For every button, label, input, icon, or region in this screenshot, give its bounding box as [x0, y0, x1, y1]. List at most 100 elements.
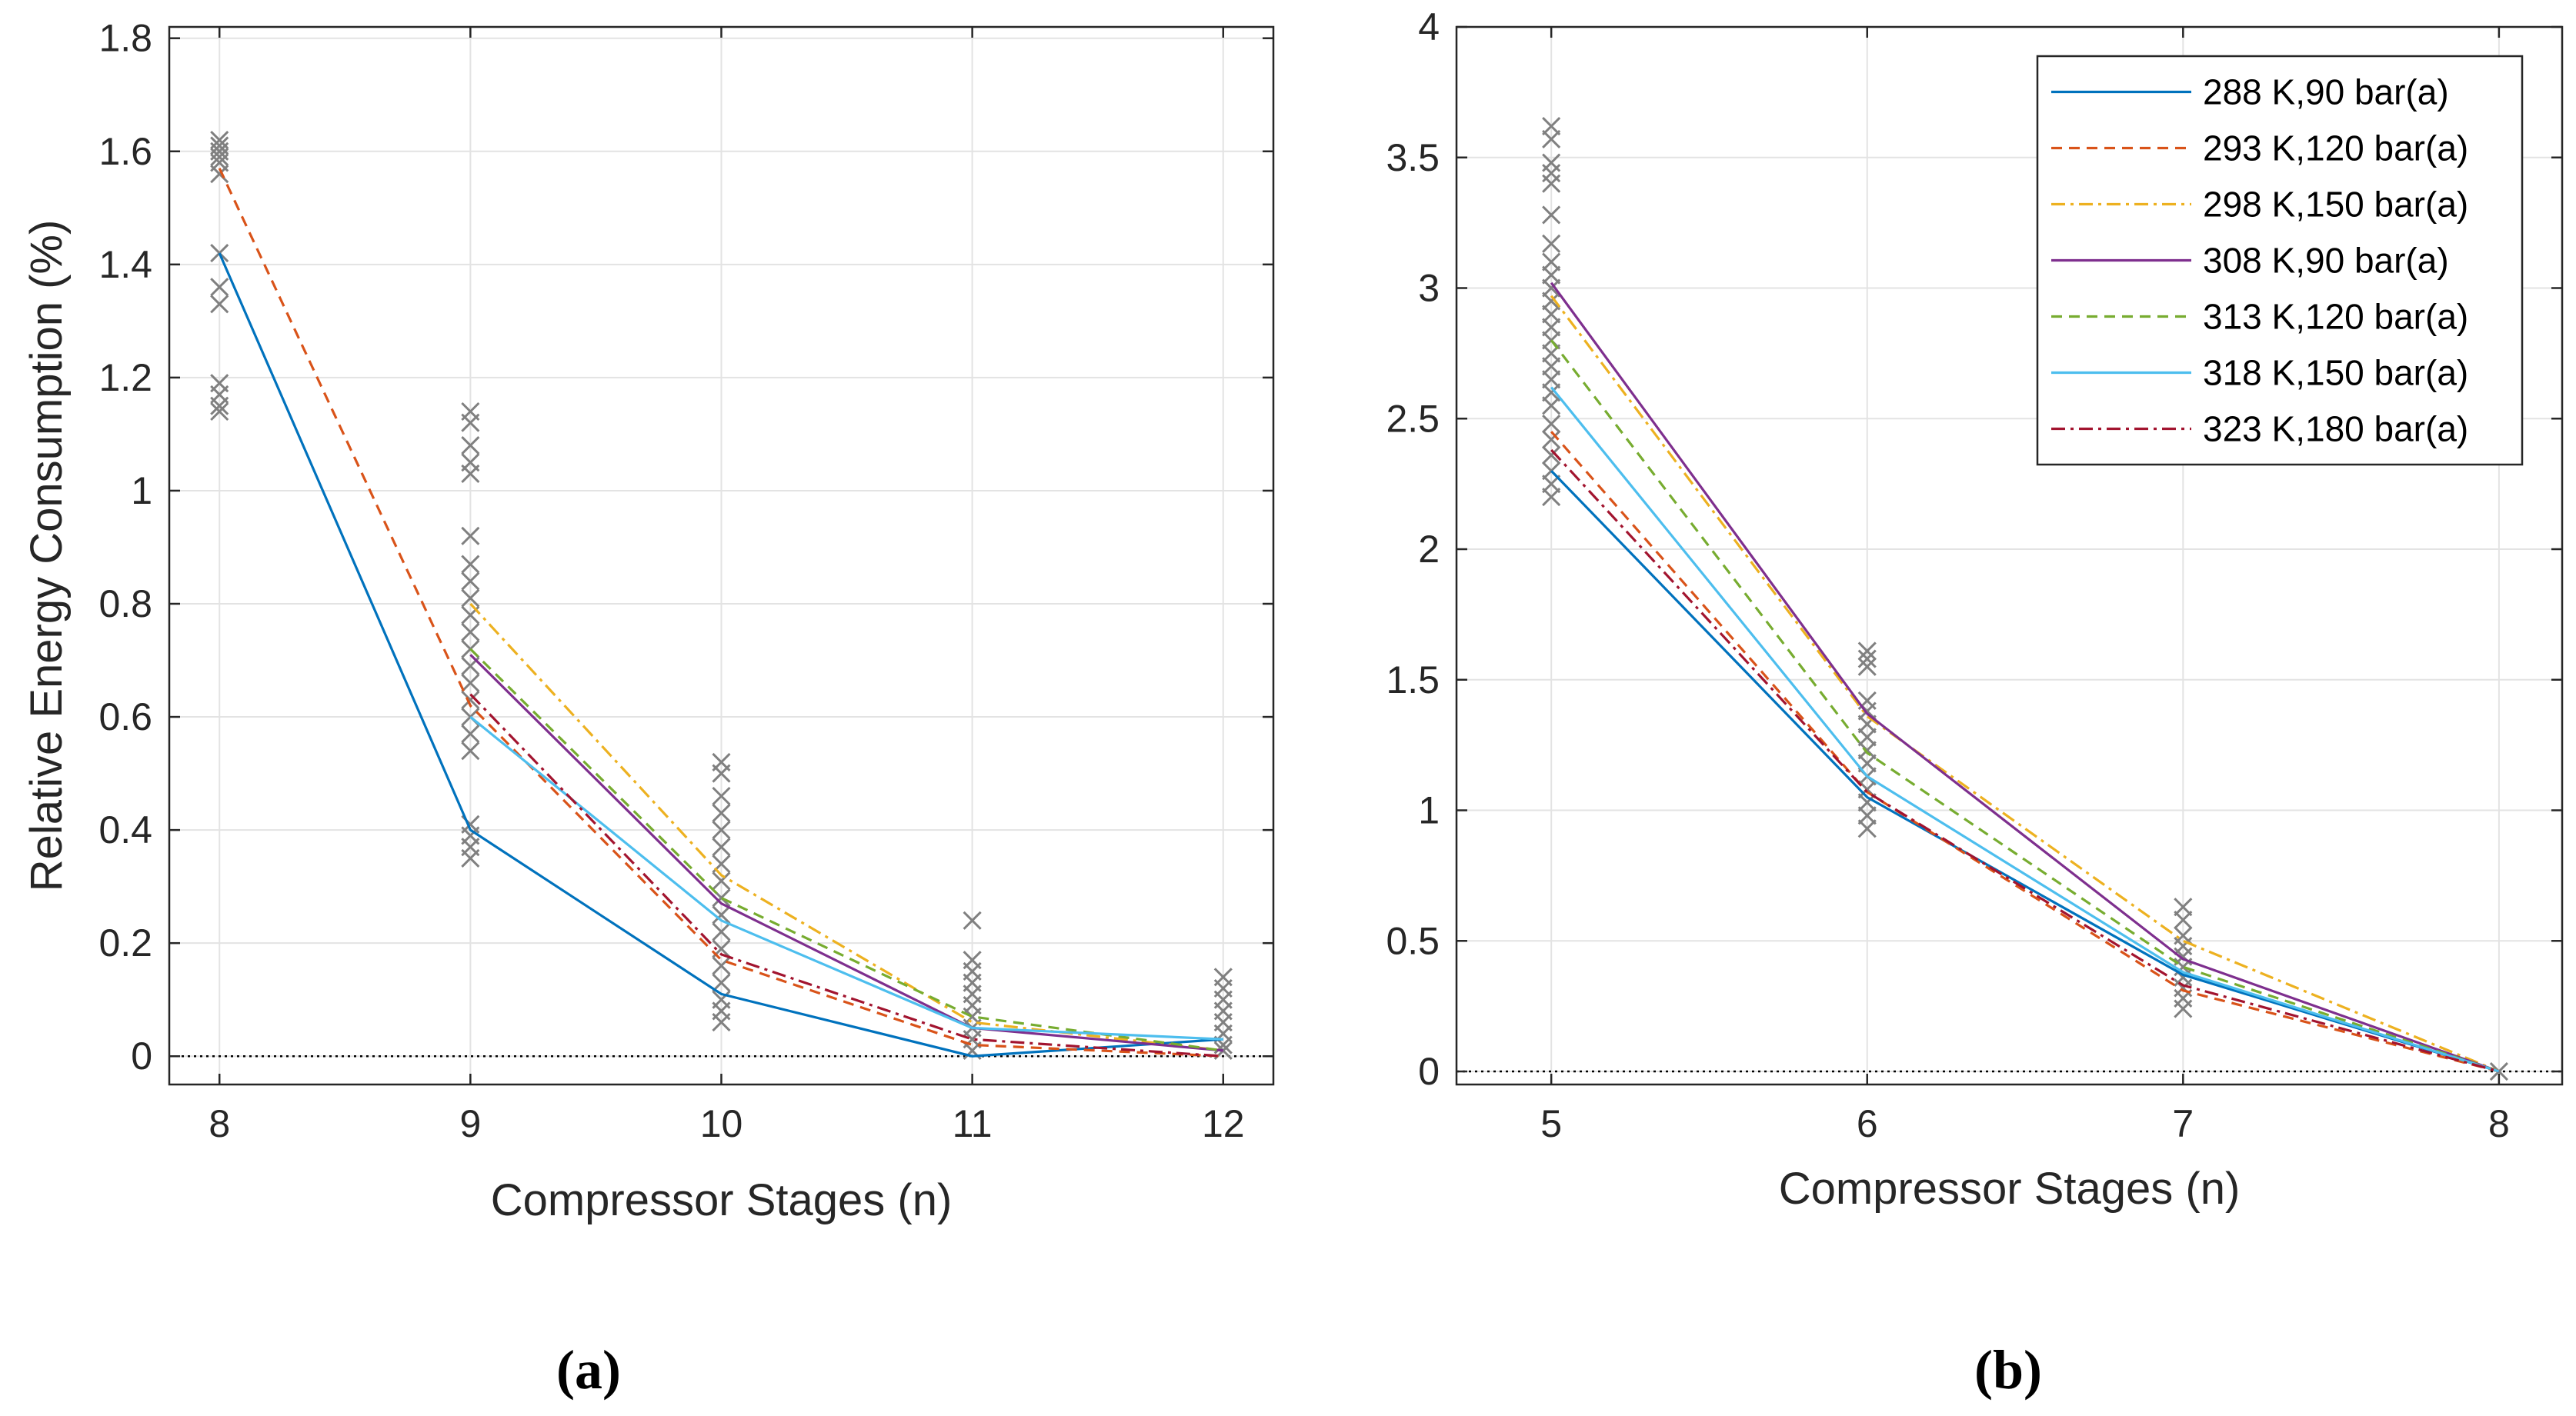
panel-b-scatter-point	[1542, 430, 1561, 449]
panel-b-xtick-label: 5	[1540, 1102, 1562, 1145]
panel-a-scatter-point	[712, 803, 731, 823]
panel-a-scatter-point	[461, 571, 480, 591]
panel-a-xtick-label: 9	[459, 1102, 481, 1145]
panel-a-scatter-point	[461, 725, 480, 744]
panel-b-xtick-label: 6	[1857, 1102, 1878, 1145]
panel-a-scatter-point	[461, 526, 480, 545]
panel-b-scatter-point	[1542, 318, 1561, 337]
panel-b-scatter-point	[1542, 278, 1561, 298]
panel-b-scatter-point	[1542, 370, 1561, 389]
panel-b-series-line-3	[1550, 295, 2500, 1073]
chart-panel-a: 8 9 10 11 12 0 0.2 0.4 0.6 0.8 1 1.2 1.4 1.6 1.8 Compre…	[22, 17, 1275, 1225]
panel-a-ytick-label: 0.2	[98, 921, 152, 965]
panel-b-scatter-point	[2174, 911, 2193, 930]
panel-b-scatter-point	[1542, 234, 1561, 253]
panel-b-scatter-point	[1542, 414, 1561, 434]
panel-a-scatter-point	[963, 911, 982, 930]
panel-b-scatter-point	[1857, 806, 1877, 825]
panel-b-series-lines	[1550, 282, 2500, 1073]
panel-a-series-line-5	[469, 648, 1224, 1052]
panel-a-grid	[169, 27, 1273, 1084]
panel-b-scatter-point	[1542, 383, 1561, 402]
panel-a-scatter-point	[210, 401, 229, 421]
panel-a-scatter-point	[210, 396, 229, 415]
panel-a-ytick-label: 0.8	[98, 582, 152, 625]
chart-panel-b: 5 6 7 8 0 0.5 1 1.5 2 2.5 3 3.5 4 Compressor Stages (…	[1386, 5, 2564, 1214]
panel-b-scatter-point	[1542, 116, 1561, 136]
panel-b-series-line-4	[1550, 282, 2500, 1073]
panel-a-ytick-label: 1	[131, 469, 152, 512]
panel-b-scatter-point	[1542, 205, 1561, 225]
panel-a-scatter-point	[461, 741, 480, 761]
panel-b-series-line-1	[1550, 470, 2500, 1073]
panel-b-scatter-point	[1542, 488, 1561, 507]
panel-a-scatter-point	[210, 148, 229, 167]
panel-a-scatter-point	[712, 922, 731, 941]
panel-b-ytick-label: 1.5	[1386, 658, 1440, 701]
panel-a-scatter-point	[712, 871, 731, 891]
panel-a-series-lines	[218, 168, 1224, 1058]
panel-b-scatter-point	[1857, 649, 1877, 668]
panel-a-series-line-6	[469, 715, 1223, 1041]
panel-a-scatter-point	[210, 165, 229, 184]
panel-a-xtick-label: 8	[209, 1102, 230, 1145]
panel-a-ytick-label: 0.4	[98, 808, 152, 851]
panel-a-series-line-2	[218, 168, 1223, 1058]
panel-a-scatter-point	[461, 848, 480, 868]
panel-a-series-line-4	[469, 654, 1223, 1052]
panel-a-xtick-label: 12	[1202, 1102, 1245, 1145]
panel-a-scatter-point	[712, 1013, 731, 1032]
panel-b-ytick-label: 3	[1418, 267, 1440, 310]
panel-a-caption: (a)	[556, 1339, 621, 1401]
panel-b-ytick-label: 2	[1418, 528, 1440, 571]
legend-label-6: 318 K,150 bar(a)	[2203, 353, 2468, 393]
panel-a-x-axis-label: Compressor Stages (n)	[491, 1175, 953, 1225]
panel-b-scatter-point	[1542, 174, 1561, 193]
legend-label-3: 298 K,150 bar(a)	[2203, 185, 2468, 225]
panel-b-scatter-point	[1857, 741, 1877, 760]
panel-b-scatter-point	[1857, 819, 1877, 838]
panel-b-scatter-point	[1542, 292, 1561, 311]
panel-a-scatter-point	[712, 821, 731, 840]
legend-label-1: 288 K,90 bar(a)	[2203, 72, 2449, 112]
panel-b-ytick-label: 3.5	[1386, 136, 1440, 179]
panel-a-ytick-label: 0	[131, 1035, 152, 1078]
panel-a-scatter-point	[461, 413, 480, 432]
panel-b-scatter-point	[1542, 305, 1561, 324]
panel-a-scatter-point	[712, 973, 731, 992]
panel-b-scatter-point	[1542, 252, 1561, 272]
panel-a-scatter-point	[461, 690, 480, 710]
panel-a-scatter-point	[210, 278, 229, 297]
panel-a-series-line-7	[469, 693, 1223, 1058]
panel-b-scatter-point	[1542, 265, 1561, 285]
panel-b-ytick-label: 4	[1418, 5, 1440, 48]
panel-b-x-axis-label: Compressor Stages (n)	[1779, 1164, 2241, 1214]
panel-a-series-line-3	[469, 602, 1223, 1052]
panel-b-axes-box	[1455, 25, 2564, 1086]
panel-a-scatter-point	[712, 838, 731, 857]
panel-a-scatter-point	[461, 436, 480, 455]
panel-b-scatter-point	[1542, 357, 1561, 376]
panel-a-y-axis-label: Relative Energy Consumption (%)	[22, 220, 72, 892]
panel-b-scatter-point	[1542, 129, 1561, 149]
panel-b-series-line-2	[1550, 431, 2500, 1073]
legend-label-4: 308 K,90 bar(a)	[2203, 241, 2449, 281]
panel-b-series-line-6	[1550, 386, 2500, 1073]
panel-b-ytick-label: 1	[1418, 789, 1440, 832]
panel-a-scatter-point	[461, 622, 480, 641]
panel-b-scatter-point	[2174, 898, 2193, 917]
panel-a-scatter-point	[461, 588, 480, 608]
panel-a-scatter-point	[461, 464, 480, 483]
panel-a-series-line-1	[218, 252, 1223, 1058]
panel-b-series-line-7	[1550, 448, 2500, 1073]
panel-a-ytick-label: 1.8	[98, 17, 152, 60]
panel-b-series-line-5	[1550, 339, 2500, 1073]
panel-a-xtick-label: 10	[700, 1102, 743, 1145]
panel-b-scatter-point	[1542, 396, 1561, 415]
panel-b-caption: (b)	[1974, 1339, 2042, 1401]
panel-b-ytick-label: 0.5	[1386, 919, 1440, 962]
panel-a-ytick-label: 1.6	[98, 130, 152, 173]
panel-b-scatter-point	[1857, 641, 1877, 661]
panel-a-scatter-point	[712, 905, 731, 925]
